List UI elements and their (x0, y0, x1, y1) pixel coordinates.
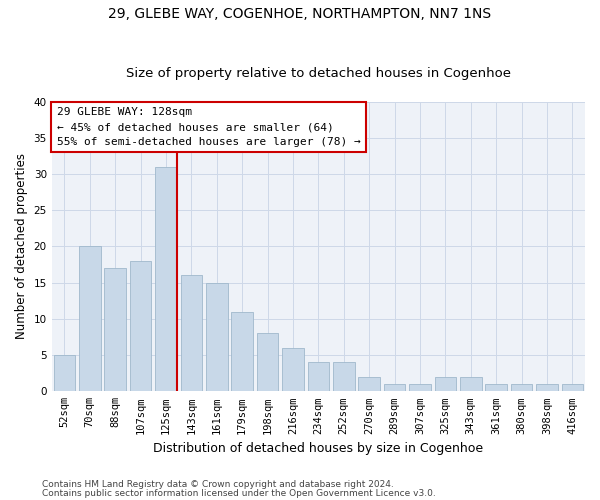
Bar (384, 384, 406, 392)
Text: Contains HM Land Registry data © Crown copyright and database right 2024.: Contains HM Land Registry data © Crown c… (42, 480, 394, 489)
Bar (536, 384, 557, 392)
Bar (434, 377, 456, 392)
Bar (79, 246, 101, 392)
Bar (511, 384, 532, 392)
Bar (308, 362, 329, 392)
Bar (104, 268, 126, 392)
Bar (485, 384, 507, 392)
Bar (460, 377, 482, 392)
Bar (155, 166, 177, 392)
Bar (130, 261, 151, 392)
X-axis label: Distribution of detached houses by size in Cogenhoe: Distribution of detached houses by size … (153, 442, 484, 455)
Bar (53, 355, 75, 392)
Y-axis label: Number of detached properties: Number of detached properties (15, 154, 28, 340)
Bar (181, 276, 202, 392)
Bar (409, 384, 431, 392)
Text: 29 GLEBE WAY: 128sqm
← 45% of detached houses are smaller (64)
55% of semi-detac: 29 GLEBE WAY: 128sqm ← 45% of detached h… (57, 108, 361, 147)
Title: Size of property relative to detached houses in Cogenhoe: Size of property relative to detached ho… (126, 66, 511, 80)
Bar (562, 384, 583, 392)
Bar (282, 348, 304, 392)
Bar (358, 377, 380, 392)
Text: Contains public sector information licensed under the Open Government Licence v3: Contains public sector information licen… (42, 488, 436, 498)
Bar (333, 362, 355, 392)
Bar (206, 282, 227, 392)
Bar (257, 334, 278, 392)
Text: 29, GLEBE WAY, COGENHOE, NORTHAMPTON, NN7 1NS: 29, GLEBE WAY, COGENHOE, NORTHAMPTON, NN… (109, 8, 491, 22)
Bar (232, 312, 253, 392)
